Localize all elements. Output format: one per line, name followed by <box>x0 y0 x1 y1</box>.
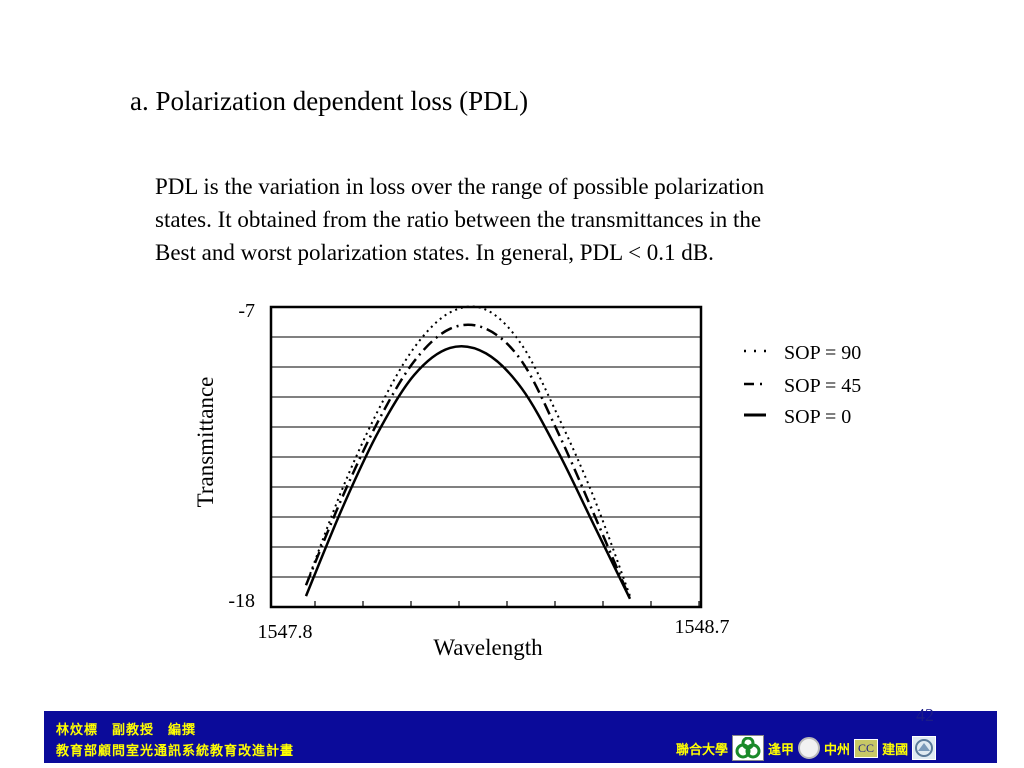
pdl-chart: SOP = 90 SOP = 45 SOP = 0 -7 -18 1547.8 15… <box>193 300 861 660</box>
slide-heading: a. Polarization dependent loss (PDL) <box>130 86 529 116</box>
legend-label: SOP = 0 <box>784 406 851 428</box>
partner-name: 逢甲 <box>768 742 795 758</box>
page-number: 42 <box>916 705 934 725</box>
lian-he-logo-icon <box>732 735 765 761</box>
partner-name: 聯合大學 <box>676 742 729 758</box>
body-line-3: Best and worst polarization states. In g… <box>155 240 714 265</box>
series-line-dash-dot <box>304 323 632 600</box>
series-line-dotted <box>305 305 631 597</box>
body-line-1: PDL is the variation in loss over the ra… <box>155 174 765 199</box>
body-line-2: states. It obtained from the ratio betwe… <box>155 207 762 232</box>
footer-author: 林炆標 副教授 編撰 <box>56 723 197 738</box>
partner-name: 中州 <box>824 742 851 758</box>
y-tick-label-bottom: -18 <box>228 590 255 612</box>
footer-partners: 聯合大學 逢甲 中州 CC 建國 <box>676 735 937 761</box>
y-tick-label-top: -7 <box>238 300 255 322</box>
partner-name: 建國 <box>882 742 909 758</box>
plot-frame <box>269 305 703 609</box>
feng-chia-seal-icon <box>798 737 821 759</box>
chien-kuo-logo-icon <box>912 736 937 760</box>
legend-label: SOP = 45 <box>784 375 861 397</box>
x-tick-label-left: 1547.8 <box>258 621 313 643</box>
footer-program: 教育部顧問室光通訊系統教育改進計畫 <box>56 744 295 759</box>
cc-logo-icon: CC <box>854 738 879 758</box>
x-tick-label-right: 1548.7 <box>675 616 730 638</box>
series-line-solid <box>304 344 632 600</box>
footer-bar <box>44 711 997 763</box>
slide-body-text: PDL is the variation in loss over the ra… <box>155 170 925 269</box>
y-axis-label: Transmittance <box>193 377 218 508</box>
legend-label: SOP = 90 <box>784 342 861 364</box>
x-axis-label: Wavelength <box>433 635 543 660</box>
